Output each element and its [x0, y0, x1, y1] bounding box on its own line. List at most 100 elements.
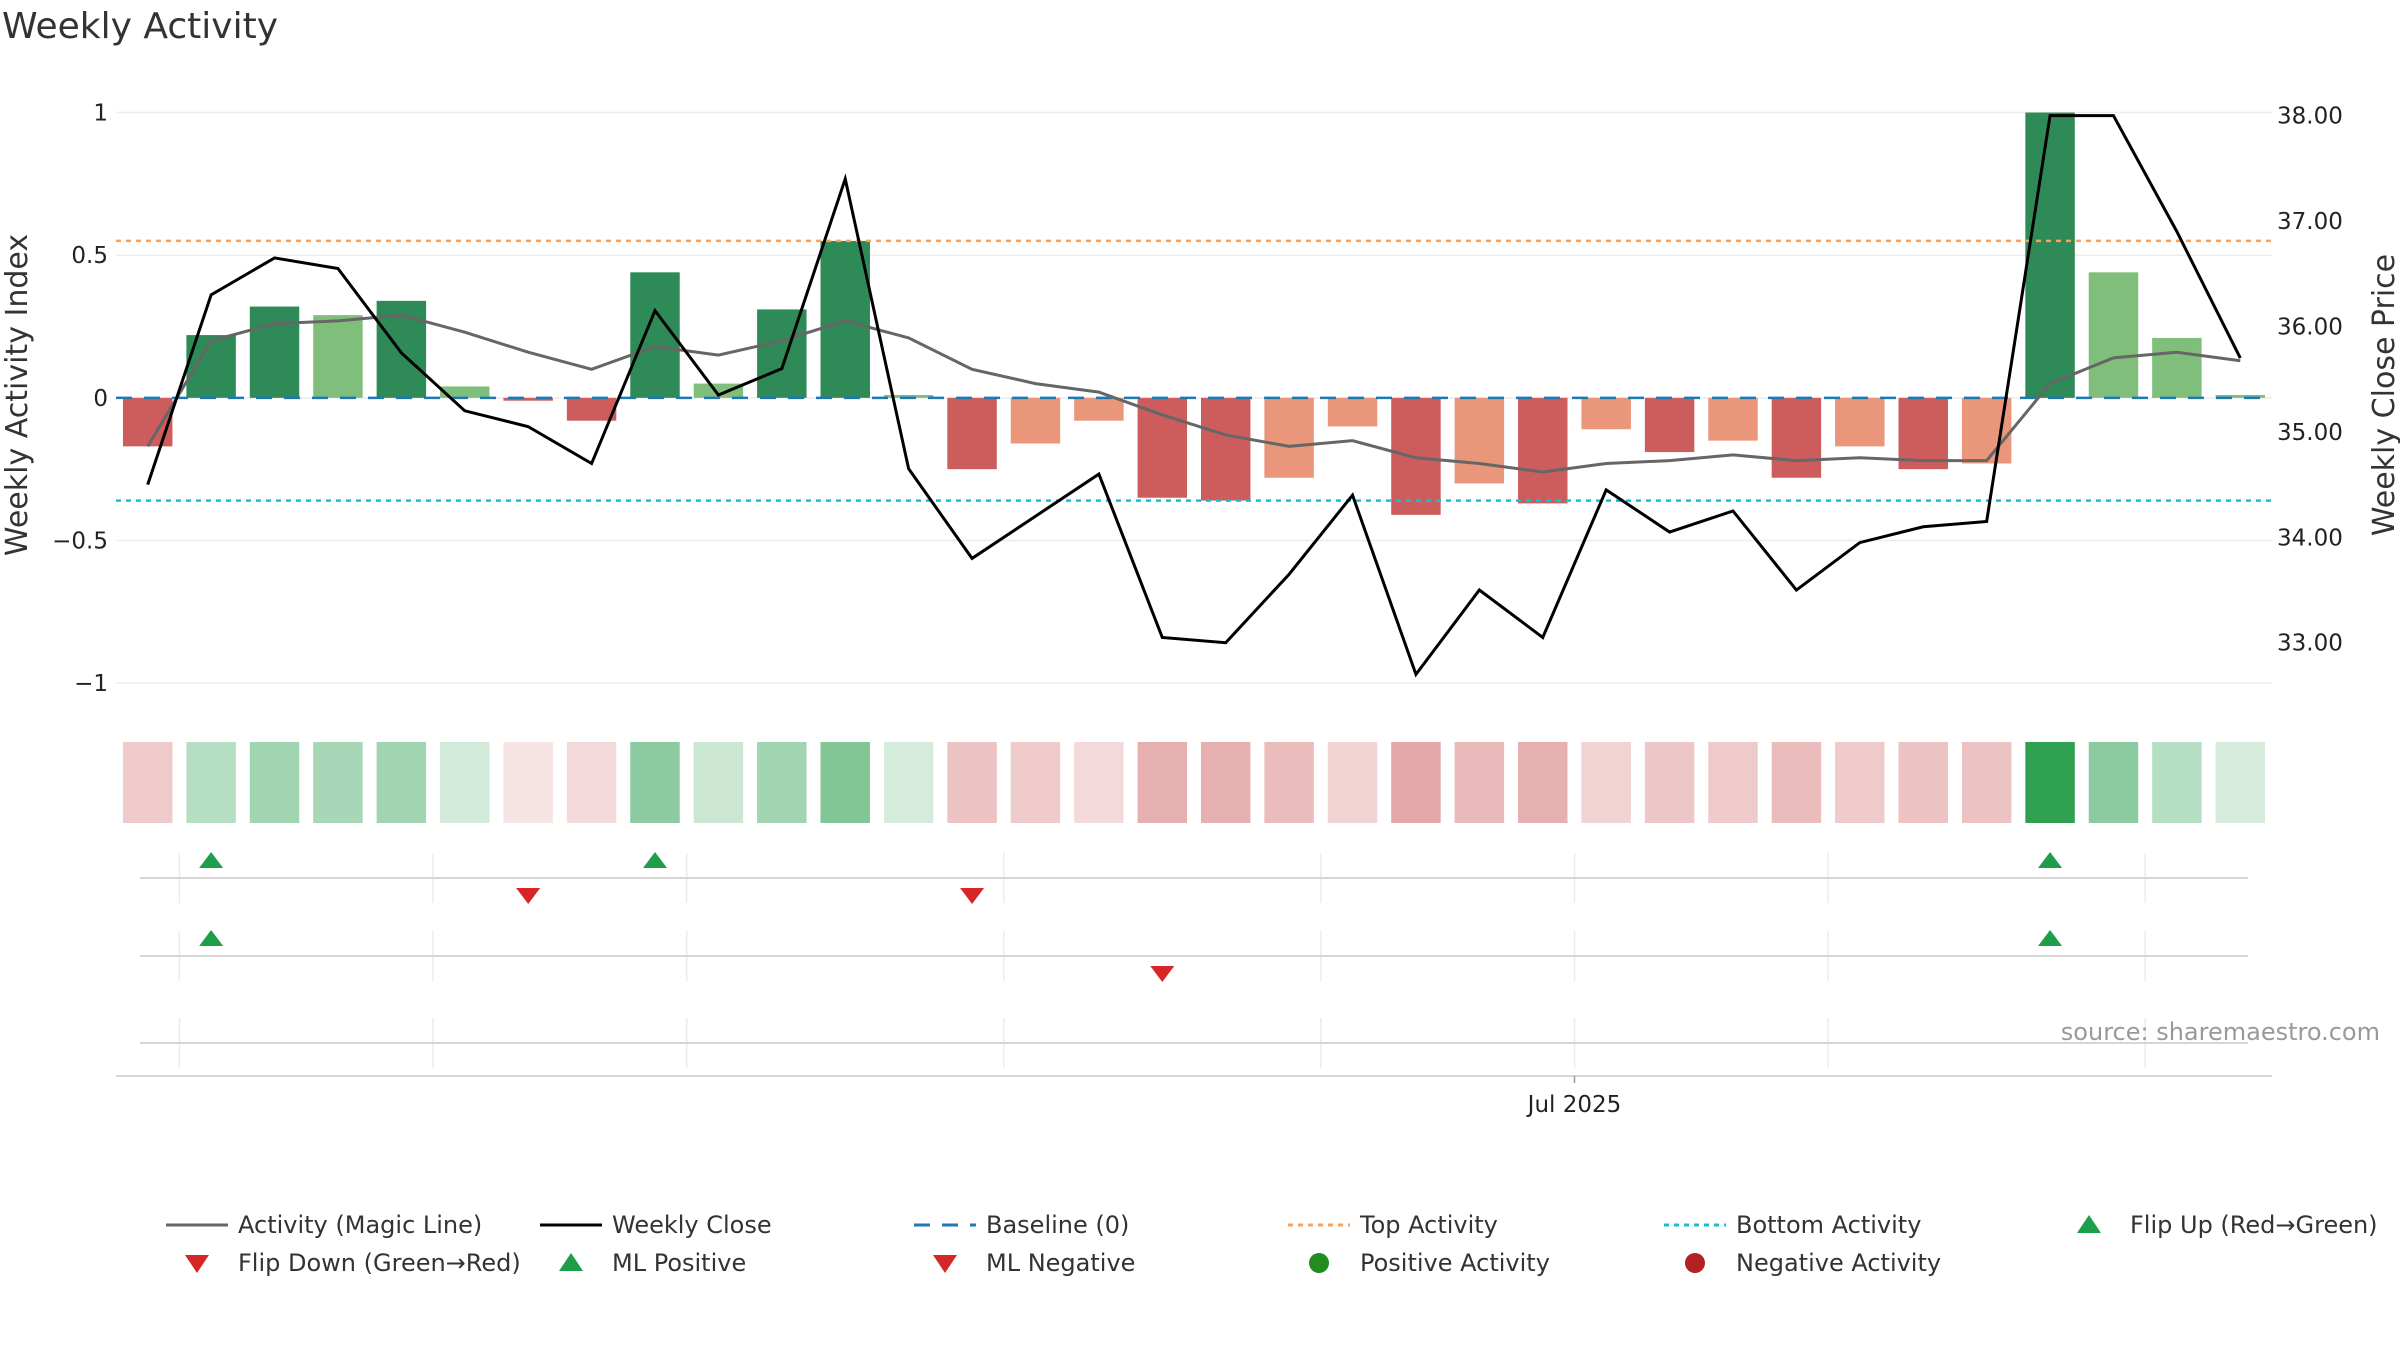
activity-bar — [566, 397, 617, 421]
legend-handle — [933, 1255, 957, 1273]
heat-cell — [1644, 742, 1695, 823]
y2-tick-label: 38.00 — [2277, 104, 2343, 130]
heat-cell — [186, 742, 236, 823]
activity-bar — [1327, 397, 1378, 427]
activity-bar — [249, 306, 300, 398]
heat-cell — [630, 742, 680, 823]
legend-item: Bottom Activity — [1664, 1211, 1921, 1239]
legend-label: ML Negative — [986, 1249, 1135, 1277]
y2-tick-label: 33.00 — [2277, 631, 2343, 657]
heat-cell — [1391, 742, 1441, 823]
heat-cell — [947, 742, 997, 823]
legend-label: ML Positive — [612, 1249, 746, 1277]
legend-label: Flip Down (Green→Red) — [238, 1249, 521, 1277]
heat-cell — [1708, 742, 1758, 823]
y-tick-label: −0.5 — [52, 529, 108, 555]
heat-cell — [249, 742, 300, 823]
activity-bar — [1454, 397, 1505, 484]
y-tick-label: 0 — [93, 386, 108, 412]
heat-cell — [693, 742, 744, 823]
flip-up-marker — [643, 852, 667, 868]
legend-handle — [2077, 1215, 2101, 1233]
y-tick-label: 0.5 — [71, 243, 108, 269]
heat-cell — [313, 742, 363, 823]
legend-item: ML Negative — [933, 1249, 1135, 1277]
heat-cell — [883, 742, 934, 823]
activity-bar — [1835, 397, 1885, 447]
flip-down-marker — [960, 888, 985, 904]
activity-bar — [440, 386, 490, 398]
heat-cell — [1581, 742, 1631, 823]
y2-tick-label: 34.00 — [2277, 525, 2343, 551]
activity-bar — [2025, 112, 2075, 398]
legend-handle — [559, 1253, 583, 1271]
activity-bar — [2215, 395, 2266, 398]
y-tick-label: 1 — [93, 101, 108, 127]
ml-up-marker — [199, 930, 224, 946]
heat-cell — [1327, 742, 1378, 823]
activity-bar — [122, 397, 173, 447]
y2-axis-title: Weekly Close Price — [2367, 254, 2400, 536]
legend-item: Activity (Magic Line) — [166, 1211, 482, 1239]
activity-bar — [2088, 272, 2139, 398]
activity-bar — [947, 397, 997, 470]
heat-cell — [503, 742, 553, 823]
heat-cell — [1137, 742, 1188, 823]
legend-item: Flip Down (Green→Red) — [185, 1249, 521, 1277]
y2-tick-label: 36.00 — [2277, 314, 2343, 340]
legend-label: Positive Activity — [1360, 1249, 1550, 1277]
activity-bar — [693, 383, 744, 398]
flip-up-marker — [199, 852, 224, 868]
activity-bar — [1137, 397, 1188, 498]
y2-tick-label: 37.00 — [2277, 209, 2343, 235]
heat-cell — [820, 742, 870, 823]
activity-bar — [1581, 397, 1631, 430]
activity-bar — [883, 395, 934, 398]
legend-item: Weekly Close — [540, 1211, 772, 1239]
activity-bar — [1644, 397, 1695, 453]
legend-label: Bottom Activity — [1736, 1211, 1921, 1239]
heat-cell — [376, 742, 427, 823]
heat-cell — [2025, 742, 2075, 823]
heat-cell — [757, 742, 807, 823]
activity-bar — [1010, 397, 1061, 444]
activity-bar — [1518, 397, 1568, 504]
heat-cell — [566, 742, 617, 823]
legend-item: Top Activity — [1288, 1211, 1498, 1239]
activity-bar — [1264, 397, 1314, 478]
legend-item: Positive Activity — [1309, 1249, 1550, 1277]
heat-cell — [1961, 742, 2012, 823]
activity-bar — [313, 315, 363, 398]
legend-label: Activity (Magic Line) — [238, 1211, 482, 1239]
heat-cell — [1264, 742, 1314, 823]
heat-cell — [1518, 742, 1568, 823]
heat-cell — [1771, 742, 1822, 823]
flip-up-marker — [2038, 852, 2063, 868]
activity-bar — [1074, 397, 1124, 421]
activity-bar — [503, 397, 553, 401]
activity-bar — [1898, 397, 1948, 470]
legend-item: Flip Up (Red→Green) — [2077, 1211, 2378, 1239]
ml-up-marker — [2038, 930, 2063, 946]
heat-cell — [1898, 742, 1948, 823]
legend-item: Baseline (0) — [914, 1211, 1129, 1239]
legend-handle — [1309, 1253, 1329, 1273]
activity-bar — [1771, 397, 1822, 478]
heat-cell — [2215, 742, 2266, 823]
heat-cell — [1200, 742, 1251, 823]
heat-cell — [1835, 742, 1885, 823]
legend-item: Negative Activity — [1685, 1249, 1941, 1277]
weekly-close-line — [146, 114, 2242, 678]
legend-label: Negative Activity — [1736, 1249, 1941, 1277]
x-tick-label: Jul 2025 — [1526, 1092, 1622, 1118]
legend-item: ML Positive — [559, 1249, 746, 1277]
source-label: source: sharemaestro.com — [2061, 1018, 2380, 1046]
heat-cell — [2088, 742, 2139, 823]
flip-down-marker — [516, 888, 541, 904]
legend-handle — [185, 1255, 209, 1273]
chart-title: Weekly Activity — [2, 6, 279, 47]
y-axis-title: Weekly Activity Index — [0, 234, 35, 556]
heat-cell — [440, 742, 490, 823]
heat-cell — [2152, 742, 2202, 823]
